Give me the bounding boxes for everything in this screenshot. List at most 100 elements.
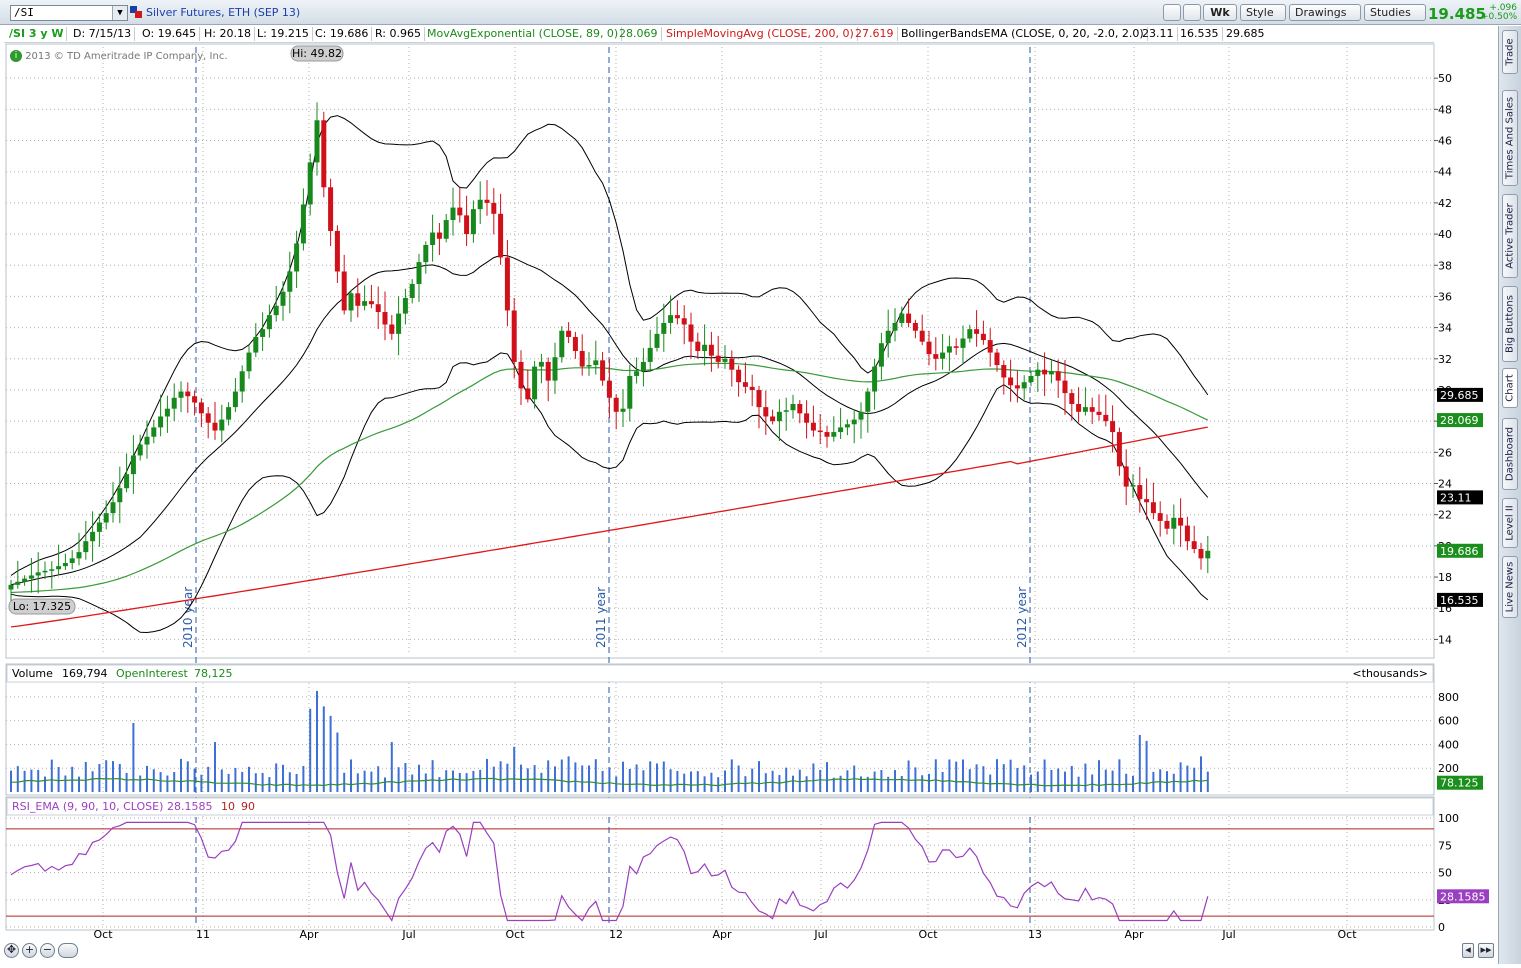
candle-body [1103, 414, 1109, 422]
ema-label[interactable]: MovAvgExponential (CLOSE, 89, 0) [424, 27, 623, 41]
candle-body [124, 474, 130, 489]
candle-body [1184, 525, 1190, 542]
candle-body [634, 371, 640, 376]
zoom-in-icon[interactable]: + [22, 943, 37, 958]
candle-body [566, 330, 572, 337]
candle-body [328, 187, 334, 231]
candle-body [232, 391, 238, 408]
scroll-left-icon[interactable]: ◂ [1462, 943, 1474, 958]
tab-level-ii[interactable]: Level II [1502, 498, 1518, 548]
candle-body [103, 513, 109, 523]
sma-label[interactable]: SimpleMovingAvg (CLOSE, 200, 0) [663, 27, 858, 41]
candle-body [443, 220, 449, 239]
candle-body [8, 584, 14, 590]
candle-body [804, 413, 810, 423]
tab-big-buttons[interactable]: Big Buttons [1502, 286, 1518, 362]
price-tick-label: 24 [1438, 478, 1452, 491]
candle-body [742, 382, 748, 387]
candle-body [457, 207, 463, 216]
pan-icon[interactable]: ✥ [4, 943, 19, 958]
fit-icon[interactable] [58, 943, 78, 958]
candle-body [538, 361, 544, 367]
candle-body [260, 329, 266, 337]
bar-low: L: 19.215 [254, 27, 313, 41]
candle-body [688, 324, 694, 342]
x-tick-label: 11 [196, 928, 210, 941]
symbol-input[interactable]: /SI ▼ [10, 5, 128, 21]
tab-dashboard[interactable]: Dashboard [1502, 418, 1518, 490]
price-badge: 16.535 [1440, 594, 1479, 607]
candle-body [212, 422, 218, 431]
symbol-text: /SI [14, 6, 34, 19]
candle-body [953, 346, 959, 348]
volume-value: 169,794 [62, 667, 108, 680]
candle-body [906, 313, 912, 323]
candle-body [797, 404, 803, 414]
print-icon[interactable] [1163, 4, 1181, 21]
price-badge: 23.11 [1440, 491, 1472, 504]
rsi-badge: 28.1585 [1440, 890, 1486, 903]
candle-body [729, 358, 735, 370]
candle-body [314, 120, 320, 163]
candle-body [164, 408, 170, 417]
candle-body [1198, 548, 1204, 559]
rsi-tick-label: 100 [1438, 812, 1459, 825]
candle-body [362, 301, 368, 306]
candle-body [776, 411, 782, 422]
scroll-end-icon[interactable]: ▸▸ [1478, 943, 1494, 958]
last-price: 19.485 [1428, 5, 1486, 23]
candle-body [226, 407, 232, 420]
candle-body [246, 352, 252, 372]
candle-body [484, 199, 490, 203]
candle-body [117, 488, 123, 503]
tab-active-trader[interactable]: Active Trader [1502, 194, 1518, 278]
studies-button[interactable]: Studies [1364, 4, 1426, 21]
candle-body [1001, 365, 1007, 378]
candle-body [192, 396, 198, 403]
drawings-button[interactable]: Drawings [1289, 4, 1361, 21]
tab-live-news[interactable]: Live News [1502, 556, 1518, 618]
tab-chart[interactable]: Chart [1502, 368, 1518, 408]
candle-body [273, 305, 279, 316]
candle-body [355, 293, 361, 306]
candle-body [1062, 380, 1068, 394]
zoom-out-icon[interactable]: − [40, 943, 55, 958]
bb-label[interactable]: BollingerBandsEMA (CLOSE, 0, 20, -2.0, 2… [898, 27, 1148, 41]
period-button[interactable]: Wk [1203, 4, 1237, 21]
volume-badge-bg [1437, 775, 1483, 790]
wrench-icon[interactable] [1183, 4, 1201, 21]
candle-body [1191, 541, 1197, 549]
candle-body [90, 531, 96, 542]
candle-body [1157, 513, 1163, 521]
candle-body [1096, 411, 1102, 415]
symbol-color-icon[interactable] [130, 6, 142, 18]
tab-times-and-sales[interactable]: Times And Sales [1502, 90, 1518, 186]
tab-trade[interactable]: Trade [1502, 30, 1518, 74]
candle-body [572, 336, 578, 351]
candle-body [511, 310, 517, 362]
price-tick-label: 44 [1438, 166, 1452, 179]
candle-body [1014, 385, 1020, 389]
candle-body [382, 312, 388, 325]
candle-body [144, 436, 150, 445]
style-button[interactable]: Style [1240, 4, 1286, 21]
bottom-controls: ✥ + − ◂ ▸▸ [0, 940, 1498, 968]
price-tick-label: 34 [1438, 322, 1452, 335]
candle-body [1069, 393, 1075, 405]
volume-header [6, 664, 1434, 683]
info-icon[interactable]: i [10, 50, 22, 62]
rsi-panel [5, 796, 1435, 931]
price-tick-label: 48 [1438, 103, 1452, 116]
candle-body [300, 204, 306, 244]
candle-body [702, 344, 708, 351]
candle-body [1076, 404, 1082, 412]
rsi-header [6, 797, 1434, 816]
candle-body [654, 333, 660, 348]
tab-level-label: Level II [1504, 505, 1516, 541]
candle-body [518, 361, 524, 389]
candle-body [865, 391, 871, 412]
candle-body [62, 563, 68, 567]
price-tick-label: 26 [1438, 446, 1452, 459]
chart-id[interactable]: /SI 3 y W [6, 27, 68, 41]
symbol-dropdown-icon[interactable]: ▼ [112, 6, 127, 20]
